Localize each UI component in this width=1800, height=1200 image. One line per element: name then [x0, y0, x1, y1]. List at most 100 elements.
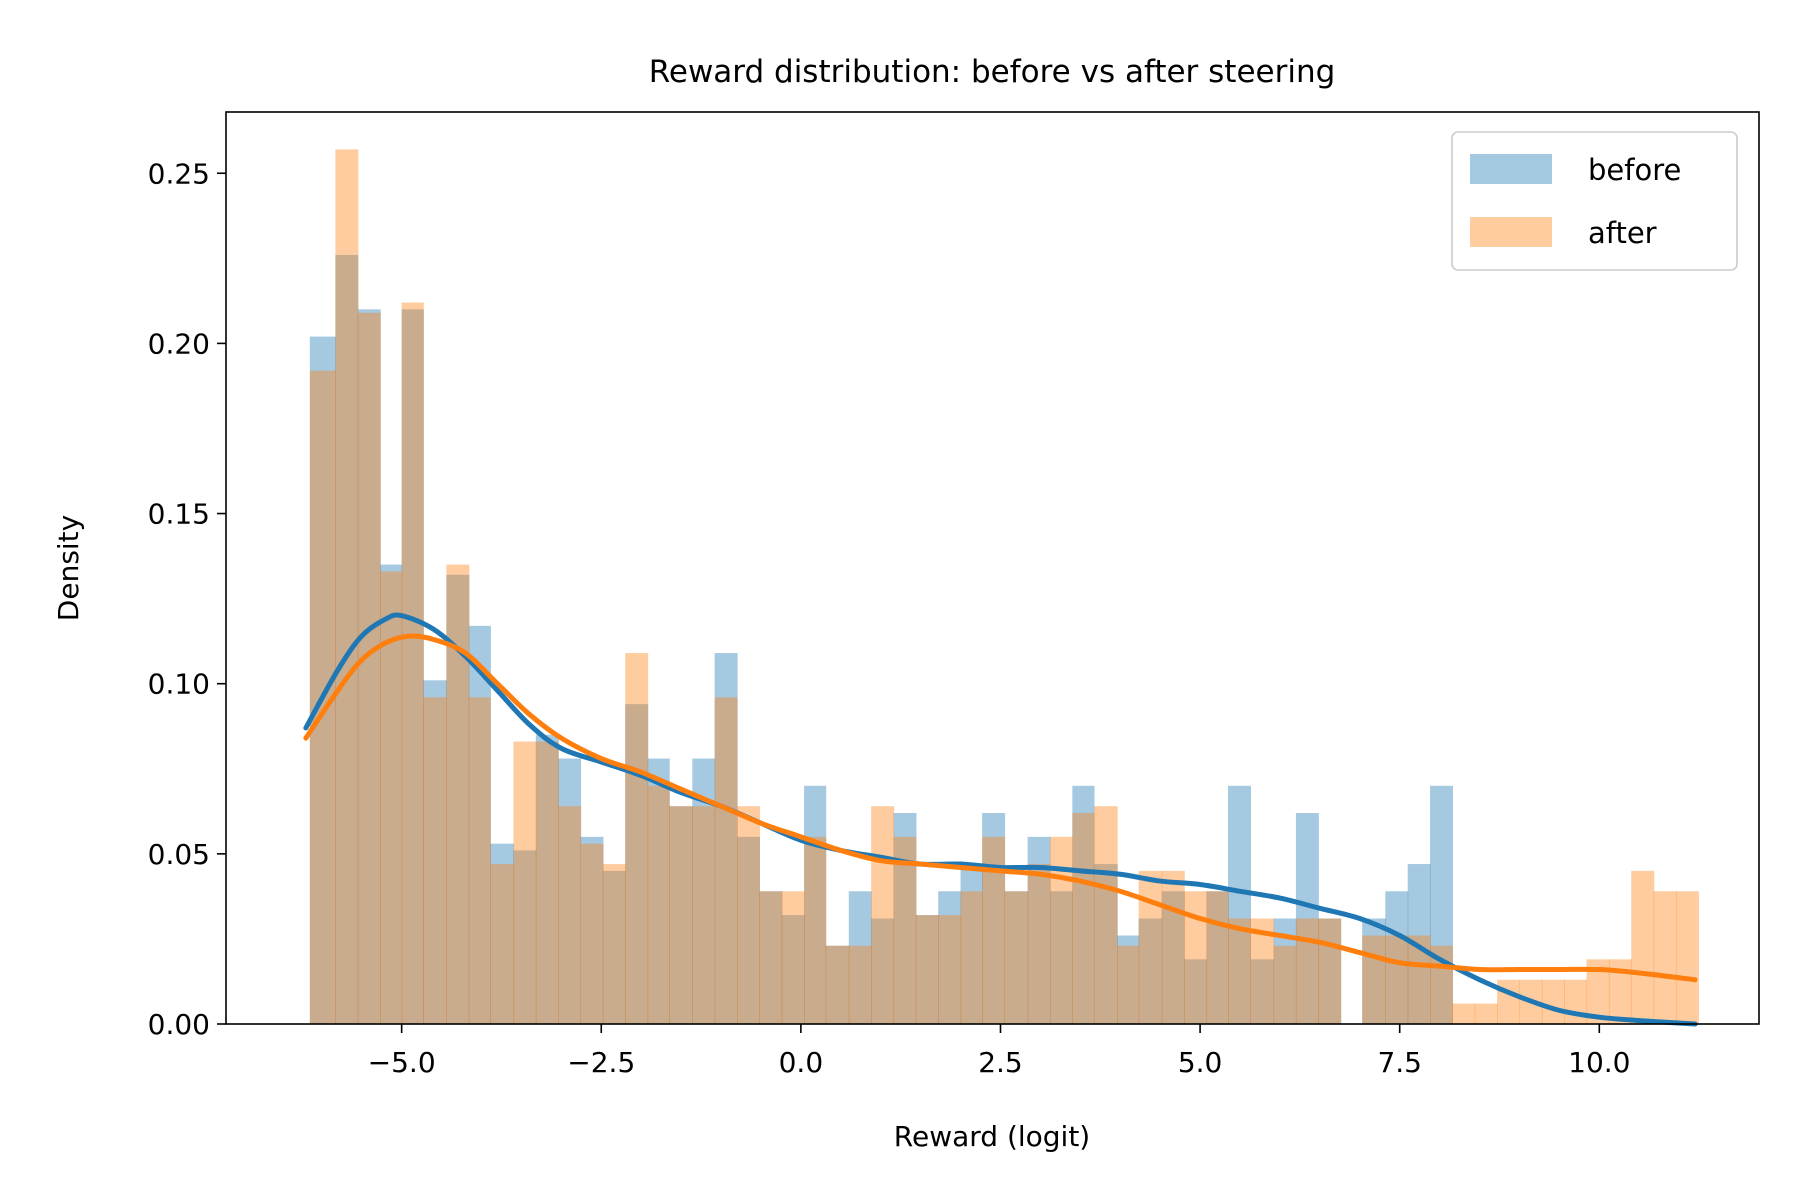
- hist-bar-before: [335, 254, 359, 1024]
- hist-bar-before: [1027, 836, 1051, 1024]
- histogram-before: [309, 254, 1453, 1025]
- hist-bar-before: [692, 758, 716, 1024]
- hist-bar-after: [825, 945, 850, 1024]
- hist-bar-after: [1117, 945, 1140, 1024]
- hist-bar-after: [1653, 891, 1677, 1024]
- hist-bar-after: [781, 891, 805, 1024]
- hist-bar-before: [602, 870, 626, 1024]
- hist-bar-after: [1474, 1003, 1498, 1024]
- hist-bar-after: [446, 564, 470, 1024]
- hist-bar-before: [781, 915, 805, 1024]
- hist-bar-after: [380, 571, 403, 1024]
- hist-bar-after: [602, 864, 626, 1024]
- hist-bar-before: [714, 653, 738, 1024]
- x-tick-label: 7.5: [1377, 1046, 1422, 1079]
- hist-bar-after: [513, 741, 537, 1024]
- hist-bar-after: [1675, 891, 1699, 1024]
- hist-bar-before: [1273, 918, 1297, 1024]
- hist-bar-before: [580, 836, 604, 1024]
- hist-bar-before: [759, 891, 783, 1024]
- y-tick-label: 0.15: [148, 498, 210, 531]
- hist-bar-after: [1049, 836, 1073, 1024]
- hist-bar-after: [1228, 918, 1251, 1024]
- hist-bar-before: [848, 891, 872, 1024]
- hist-bar-after: [357, 312, 381, 1024]
- hist-bar-before: [446, 574, 470, 1024]
- hist-bar-after: [1497, 979, 1521, 1024]
- hist-bar-after: [871, 806, 895, 1024]
- kde-layer: [303, 612, 1698, 1027]
- hist-bar-before: [915, 915, 939, 1024]
- hist-bar-after: [1541, 979, 1565, 1024]
- y-tick-label: 0.10: [148, 668, 210, 701]
- x-axis: −5.0 −2.5 0.0 2.5 5.0 7.5 10.0: [368, 1024, 1630, 1079]
- hist-bar-after: [1138, 870, 1163, 1024]
- hist-bar-before: [960, 864, 983, 1024]
- histogram-layer: [309, 149, 1699, 1025]
- hist-bar-before: [423, 680, 447, 1024]
- hist-bar-after: [1586, 959, 1610, 1024]
- hist-bar-after: [1161, 870, 1185, 1024]
- x-tick-label: 10.0: [1568, 1046, 1630, 1079]
- chart-title: Reward distribution: before vs after ste…: [649, 54, 1336, 90]
- hist-bar-after: [1093, 806, 1118, 1024]
- hist-bar-before: [357, 309, 381, 1024]
- legend-swatch-after: [1470, 217, 1552, 247]
- hist-bar-after: [893, 836, 917, 1024]
- x-tick-label: 0.0: [779, 1046, 824, 1079]
- hist-bar-after: [1385, 935, 1409, 1024]
- hist-bar-after: [1318, 918, 1342, 1024]
- hist-bar-after: [1206, 891, 1229, 1024]
- hist-bar-before: [825, 945, 850, 1024]
- hist-bar-before: [490, 843, 515, 1024]
- hist-bar-before: [938, 891, 962, 1024]
- hist-bar-after: [1608, 959, 1632, 1024]
- hist-bar-after: [1250, 918, 1275, 1024]
- hist-bar-after: [580, 843, 604, 1024]
- hist-bar-after: [804, 836, 827, 1024]
- x-tick-label: 2.5: [978, 1046, 1023, 1079]
- hist-bar-before: [1362, 918, 1386, 1024]
- hist-bar-before: [647, 758, 670, 1024]
- legend-label-before: before: [1588, 153, 1681, 187]
- hist-bar-after: [737, 806, 760, 1024]
- hist-bar-after: [1004, 891, 1029, 1024]
- hist-bar-after: [558, 806, 582, 1024]
- hist-bar-after: [982, 836, 1006, 1024]
- y-axis: 0.00 0.05 0.10 0.15 0.20 0.25: [148, 157, 226, 1041]
- hist-bar-before: [1117, 935, 1140, 1024]
- hist-bar-after: [423, 697, 447, 1024]
- x-axis-label: Reward (logit): [894, 1120, 1090, 1153]
- hist-bar-after: [401, 302, 424, 1024]
- hist-bar-after: [915, 915, 939, 1024]
- hist-bar-after: [490, 864, 515, 1024]
- hist-bar-before: [871, 918, 895, 1024]
- hist-bar-after: [1295, 918, 1319, 1024]
- hist-bar-before: [1161, 891, 1185, 1024]
- hist-bar-before: [1072, 785, 1095, 1024]
- hist-bar-after: [1407, 935, 1431, 1024]
- hist-bar-after: [759, 891, 783, 1024]
- hist-bar-before: [401, 309, 424, 1024]
- hist-bar-before: [1184, 959, 1208, 1024]
- hist-bar-after: [938, 915, 962, 1024]
- legend-box: [1451, 131, 1738, 271]
- hist-bar-after: [647, 785, 670, 1024]
- legend-label-after: after: [1588, 216, 1657, 250]
- hist-bar-before: [468, 625, 491, 1024]
- hist-bar-after: [1362, 935, 1386, 1024]
- hist-bar-after: [669, 806, 693, 1024]
- hist-bar-after: [714, 697, 738, 1024]
- hist-bar-after: [1027, 864, 1051, 1024]
- x-tick-label: 5.0: [1178, 1046, 1223, 1079]
- x-tick-label: −5.0: [368, 1046, 436, 1079]
- plot-area: [225, 111, 1760, 1027]
- hist-bar-after: [1273, 945, 1297, 1024]
- hist-bar-before: [1004, 891, 1029, 1024]
- hist-bar-before: [737, 836, 760, 1024]
- axes-frame: [225, 111, 1760, 1025]
- hist-bar-before: [558, 758, 582, 1024]
- hist-bar-before: [513, 850, 537, 1024]
- y-tick-label: 0.05: [148, 838, 210, 871]
